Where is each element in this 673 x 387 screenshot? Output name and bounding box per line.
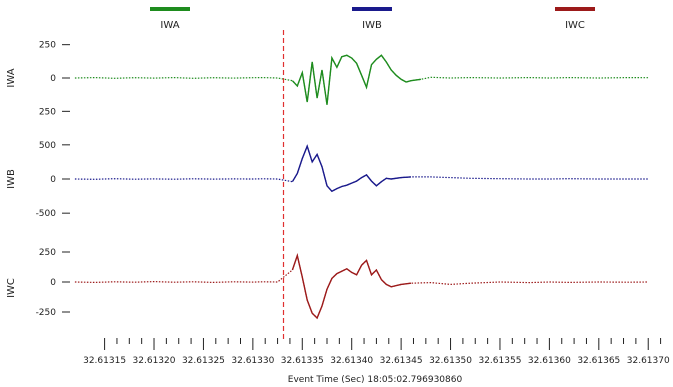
y-tick-label-iwa: 250 xyxy=(39,41,56,51)
y-tick-label-iwb: -500 xyxy=(36,209,57,219)
y-tick-label-iwa: 0 xyxy=(50,74,56,84)
x-tick-label: 32.61315 xyxy=(83,356,126,366)
legend-label-iwc: IWC xyxy=(565,20,585,31)
y-tick-label-iwb: 500 xyxy=(39,141,56,151)
legend-swatch-iwa xyxy=(150,7,190,11)
series-burst-iwc xyxy=(291,253,412,320)
x-tick-label: 32.61335 xyxy=(281,356,324,366)
legend-label-iwb: IWB xyxy=(362,20,382,31)
y-axis-label-iwb: IWB xyxy=(6,169,17,189)
chart-panels: IWA 250 0 250 IWB 500 0 -500 IWC 250 0 -250 xyxy=(6,41,649,320)
legend-swatch-iwc xyxy=(555,7,595,11)
x-tick-label: 32.61345 xyxy=(380,356,423,366)
series-line-iwa xyxy=(74,54,649,105)
series-burst-iwa xyxy=(291,54,421,105)
legend-label-iwa: IWA xyxy=(160,20,179,31)
x-tick-label: 32.61350 xyxy=(429,356,472,366)
x-tick-label: 32.61355 xyxy=(478,356,521,366)
x-tick-label: 32.61330 xyxy=(231,356,274,366)
y-tick-label-iwc: 250 xyxy=(39,248,56,258)
panel-iwc: IWC 250 0 -250 xyxy=(6,248,649,320)
legend-swatch-iwb xyxy=(352,7,392,11)
y-tick-label-iwa: 250 xyxy=(39,107,56,117)
legend: IWA IWB IWC xyxy=(150,7,595,31)
x-axis: 32.61315 32.61320 32.61325 32.61330 32.61335… xyxy=(83,338,670,366)
y-axis-label-iwa: IWA xyxy=(6,68,17,87)
x-tick-label: 32.61325 xyxy=(182,356,225,366)
y-tick-label-iwc: -250 xyxy=(36,308,57,318)
y-tick-label-iwb: 0 xyxy=(50,175,56,185)
x-tick-label: 32.61370 xyxy=(627,356,670,366)
panel-iwa: IWA 250 0 250 xyxy=(6,41,649,117)
x-tick-label: 32.61365 xyxy=(577,356,620,366)
x-tick-label: 32.61340 xyxy=(330,356,373,366)
series-line-iwb xyxy=(74,144,649,193)
series-burst-iwb xyxy=(291,144,412,193)
y-axis-label-iwc: IWC xyxy=(6,278,17,298)
y-tick-label-iwc: 0 xyxy=(50,278,56,288)
x-tick-label: 32.61320 xyxy=(133,356,176,366)
x-axis-title: Event Time (Sec) 18:05:02.796930860 xyxy=(288,375,463,385)
x-tick-label: 32.61360 xyxy=(528,356,571,366)
panel-iwb: IWB 500 0 -500 xyxy=(6,141,649,219)
